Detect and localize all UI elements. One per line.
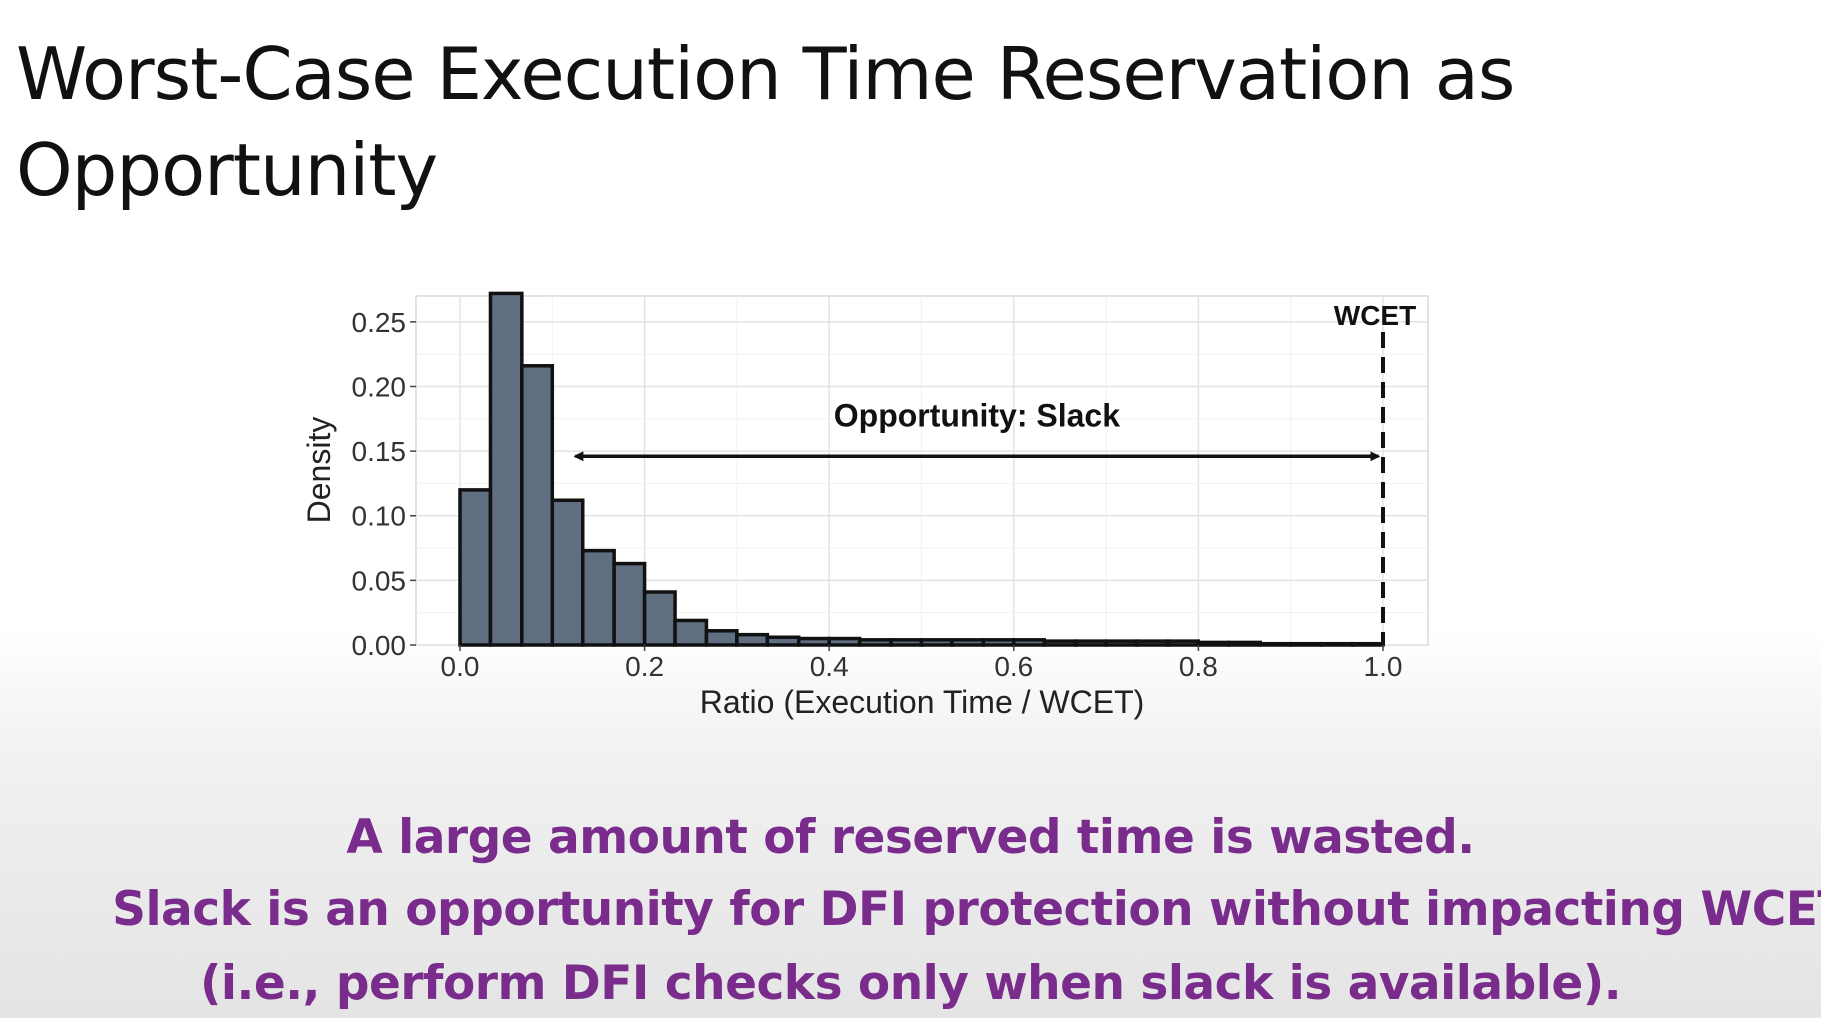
histogram-bar (1258, 641, 1293, 647)
histogram-bar (1012, 638, 1047, 647)
y-tick-label: 0.10 (352, 501, 407, 532)
y-tick-label: 0.20 (352, 371, 407, 402)
annotations: WCET Opportunity: Slack (573, 300, 1416, 645)
histogram-bar (520, 364, 555, 647)
histogram-bar (981, 638, 1016, 647)
histogram-bar (1166, 639, 1201, 647)
histogram-bar (581, 548, 616, 647)
histogram-bar (1042, 639, 1078, 647)
x-tick-label: 0.0 (441, 651, 480, 682)
histogram-bar (1319, 641, 1355, 647)
histogram-bar (550, 498, 585, 647)
histogram-bar (765, 635, 801, 647)
histogram-chart: WCET Opportunity: Slack 0.0 0.2 0.4 0.6 0.8 1.… (301, 291, 1429, 720)
histogram-bar (735, 632, 770, 647)
wcet-label: WCET (1334, 300, 1416, 331)
histogram-bar (1227, 640, 1262, 647)
x-tick-label: 0.4 (810, 651, 849, 682)
histogram-bar (612, 561, 647, 647)
histogram-bars (458, 291, 1385, 647)
histogram-bar (1350, 641, 1385, 647)
histogram-bar (458, 488, 493, 647)
y-axis-label: Density (301, 417, 337, 524)
histogram-bar (704, 629, 739, 647)
histogram-bar (1288, 641, 1323, 647)
histogram-bar (889, 638, 924, 647)
x-tick-label: 1.0 (1364, 651, 1403, 682)
x-tick-label: 0.6 (994, 651, 1033, 682)
axis-ticks: 0.0 0.2 0.4 0.6 0.8 1.0 0.00 0.05 0.10 0.15 0.20 0.… (352, 307, 1403, 682)
x-tick-label: 0.2 (625, 651, 664, 682)
y-tick-label: 0.15 (352, 436, 407, 467)
y-tick-label: 0.05 (352, 565, 407, 596)
histogram-bar (950, 638, 986, 647)
caption-line-1: A large amount of reserved time is waste… (346, 810, 1475, 865)
histogram-bar (919, 638, 954, 647)
x-tick-label: 0.8 (1179, 651, 1218, 682)
caption-line-3: (i.e., perform DFI checks only when slac… (199, 956, 1622, 1011)
histogram-bar (1104, 639, 1139, 647)
histogram-bar (857, 638, 893, 647)
x-axis-label: Ratio (Execution Time / WCET) (700, 684, 1145, 720)
histogram-bar (796, 636, 831, 647)
histogram-bar (827, 636, 862, 647)
y-tick-label: 0.00 (352, 630, 407, 661)
histogram-bar (673, 618, 709, 647)
slide-title: Worst-Case Execution Time Reservation as… (16, 32, 1515, 212)
y-tick-label: 0.25 (352, 307, 407, 338)
histogram-bar (1134, 639, 1170, 647)
caption-line-2: Slack is an opportunity for DFI protecti… (112, 882, 1821, 937)
histogram-bar (642, 590, 677, 647)
histogram-bar (1073, 639, 1108, 647)
histogram-bar (1196, 640, 1231, 647)
histogram-bar (488, 291, 524, 647)
slack-label: Opportunity: Slack (834, 397, 1120, 433)
